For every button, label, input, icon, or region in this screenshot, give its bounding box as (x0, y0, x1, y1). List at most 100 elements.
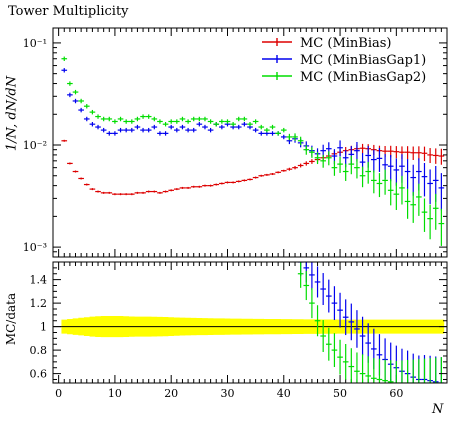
data-point (348, 155, 355, 175)
data-point (128, 127, 135, 133)
ratio-point (359, 316, 366, 356)
data-point (410, 191, 417, 223)
data-point (359, 166, 366, 188)
data-point (72, 98, 79, 104)
chart-title: Tower Multiplicity (8, 4, 129, 19)
data-point (134, 191, 141, 194)
main-plot-area (61, 56, 445, 246)
data-point (157, 119, 163, 124)
data-point (162, 122, 169, 127)
data-point (342, 163, 349, 181)
data-point (174, 188, 180, 191)
data-point (235, 180, 242, 183)
data-point (179, 124, 186, 130)
ratio-series-1 (297, 262, 445, 383)
data-point (174, 119, 180, 124)
ratio-point (309, 262, 315, 290)
data-point (376, 173, 383, 198)
data-point (190, 127, 197, 133)
data-point (83, 183, 90, 186)
data-point (376, 147, 383, 172)
ratio-y-tick-label: 1.4 (30, 274, 48, 287)
data-point (421, 163, 428, 197)
data-point (297, 163, 304, 168)
data-point (61, 68, 68, 73)
data-point (235, 124, 242, 130)
data-point (168, 189, 175, 192)
data-point (89, 109, 96, 115)
data-point (213, 183, 220, 186)
data-point (354, 142, 360, 162)
data-point (78, 98, 84, 104)
data-point (235, 116, 242, 122)
data-point (247, 122, 253, 127)
data-point (157, 191, 163, 194)
ratio-point (309, 288, 315, 319)
ratio-point (303, 270, 310, 301)
ratio-point (404, 359, 411, 383)
data-point (151, 190, 158, 193)
data-point (100, 191, 107, 194)
ratio-point (320, 273, 326, 305)
data-point (134, 124, 141, 130)
data-point (387, 179, 394, 206)
data-point (224, 119, 231, 124)
data-point (224, 181, 231, 184)
ratio-point (325, 327, 332, 361)
ratio-y-tick-label: 0.6 (30, 368, 48, 381)
data-point (151, 124, 158, 130)
data-point (258, 131, 265, 136)
data-point (202, 116, 208, 122)
data-point (128, 119, 135, 124)
data-point (404, 189, 411, 219)
data-point (151, 116, 158, 122)
ratio-point (320, 320, 326, 352)
data-point (112, 131, 118, 136)
data-point (421, 198, 428, 232)
ratio-point (371, 358, 377, 383)
data-point (207, 119, 214, 124)
ratio-point (365, 356, 372, 383)
ratio-point (348, 303, 355, 341)
data-point (179, 186, 186, 189)
data-point (438, 208, 445, 246)
ratio-point (376, 358, 383, 383)
x-tick-label: 10 (108, 387, 122, 400)
data-point (145, 127, 152, 133)
data-point (207, 127, 214, 133)
data-point (95, 124, 101, 130)
data-point (196, 116, 203, 122)
data-point (128, 193, 135, 196)
ratio-point (314, 266, 321, 298)
data-point (145, 114, 152, 119)
data-point (325, 151, 332, 166)
ratio-point (393, 360, 400, 383)
data-point (168, 124, 175, 130)
data-point (252, 119, 259, 124)
data-point (100, 116, 107, 122)
data-point (106, 131, 113, 136)
x-tick-label: 0 (55, 387, 62, 400)
data-point (219, 124, 225, 130)
data-point (83, 104, 90, 109)
data-point (309, 159, 315, 164)
data-point (213, 122, 220, 127)
data-point (432, 193, 439, 230)
data-point (410, 146, 417, 161)
data-point (117, 127, 124, 133)
data-point (393, 182, 400, 210)
data-point (292, 133, 298, 141)
data-point (320, 154, 326, 168)
data-point (410, 164, 417, 196)
data-point (275, 131, 281, 136)
data-point (269, 131, 276, 136)
data-point (78, 177, 84, 180)
data-point (247, 178, 253, 181)
data-point (145, 190, 152, 193)
ratio-point (427, 358, 433, 383)
ratio-point (331, 286, 338, 321)
ratio-point (399, 360, 405, 383)
data-point (337, 140, 343, 157)
data-point (286, 167, 293, 171)
